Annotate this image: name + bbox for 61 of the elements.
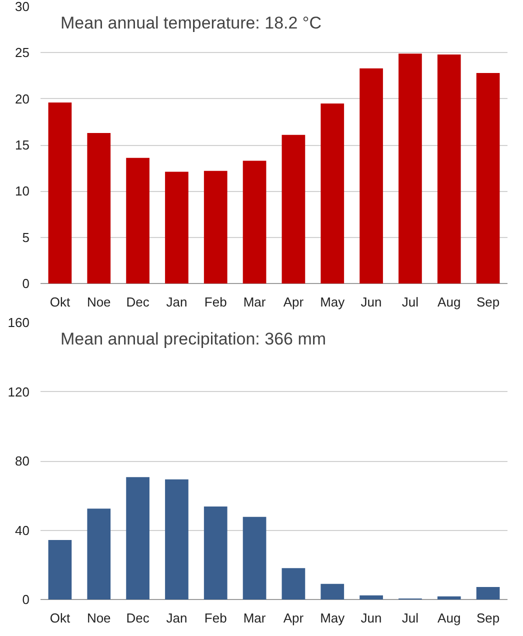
- x-tick-label: Feb: [204, 294, 227, 310]
- x-tick-label: May: [320, 610, 346, 626]
- bar: [398, 54, 422, 284]
- bar: [476, 587, 500, 600]
- y-tick-label: 0: [22, 276, 30, 291]
- bar: [87, 132, 111, 284]
- x-tick-label: Noe: [86, 294, 111, 310]
- x-tick-label: Dec: [126, 294, 150, 310]
- bar: [204, 506, 228, 600]
- bar: [126, 477, 150, 600]
- bar: [165, 172, 188, 284]
- x-tick-label: Aug: [438, 294, 461, 310]
- y-tick-label: 0: [22, 592, 30, 607]
- bar: [320, 584, 344, 600]
- y-tick-label: 120: [8, 384, 30, 400]
- bar: [437, 596, 461, 600]
- bar: [320, 103, 344, 284]
- x-tick-label: Feb: [204, 610, 227, 626]
- bar: [242, 516, 266, 600]
- x-tick-label: Mar: [243, 610, 266, 626]
- bar: [476, 72, 500, 284]
- bar: [126, 158, 150, 284]
- bar: [360, 68, 383, 284]
- x-tick-label: Jul: [402, 294, 419, 310]
- y-tick-label: 20: [15, 91, 30, 106]
- x-tick-label: Apr: [283, 294, 304, 310]
- chart-title: Mean annual temperature: 18.2 °C: [60, 14, 322, 32]
- x-tick-label: Jun: [360, 294, 382, 310]
- x-tick-label: May: [320, 294, 346, 310]
- bar: [204, 170, 228, 284]
- bar: [360, 595, 383, 600]
- bar: [48, 102, 72, 284]
- x-tick-label: Mar: [243, 294, 266, 310]
- bar: [48, 540, 72, 600]
- x-tick-label: Noe: [86, 610, 111, 626]
- y-tick-label: 30: [15, 0, 30, 14]
- x-tick-label: Sep: [476, 294, 500, 310]
- x-tick-label: Okt: [50, 610, 70, 626]
- bar: [437, 54, 461, 284]
- y-tick-label: 5: [22, 230, 30, 245]
- bar: [165, 479, 188, 600]
- x-tick-label: Dec: [126, 610, 150, 626]
- x-tick-label: Apr: [283, 610, 304, 626]
- chart-title: Mean annual precipitation: 366 mm: [60, 330, 326, 348]
- x-tick-label: Jan: [166, 610, 188, 626]
- y-tick-label: 15: [15, 138, 30, 152]
- y-tick-label: 160: [8, 315, 30, 330]
- x-tick-label: Okt: [50, 294, 70, 310]
- bar: [87, 508, 111, 600]
- x-tick-label: Jun: [360, 610, 382, 626]
- y-tick-label: 10: [15, 184, 30, 199]
- bar: [282, 568, 306, 600]
- x-tick-label: Sep: [476, 610, 500, 626]
- y-tick-label: 40: [15, 522, 30, 538]
- y-tick-label: 80: [15, 454, 30, 468]
- bar: [282, 134, 306, 284]
- x-tick-label: Jan: [166, 294, 188, 310]
- bar: [242, 160, 266, 284]
- x-tick-label: Jul: [402, 610, 419, 626]
- x-tick-label: Aug: [438, 610, 461, 626]
- y-tick-label: 25: [15, 45, 30, 60]
